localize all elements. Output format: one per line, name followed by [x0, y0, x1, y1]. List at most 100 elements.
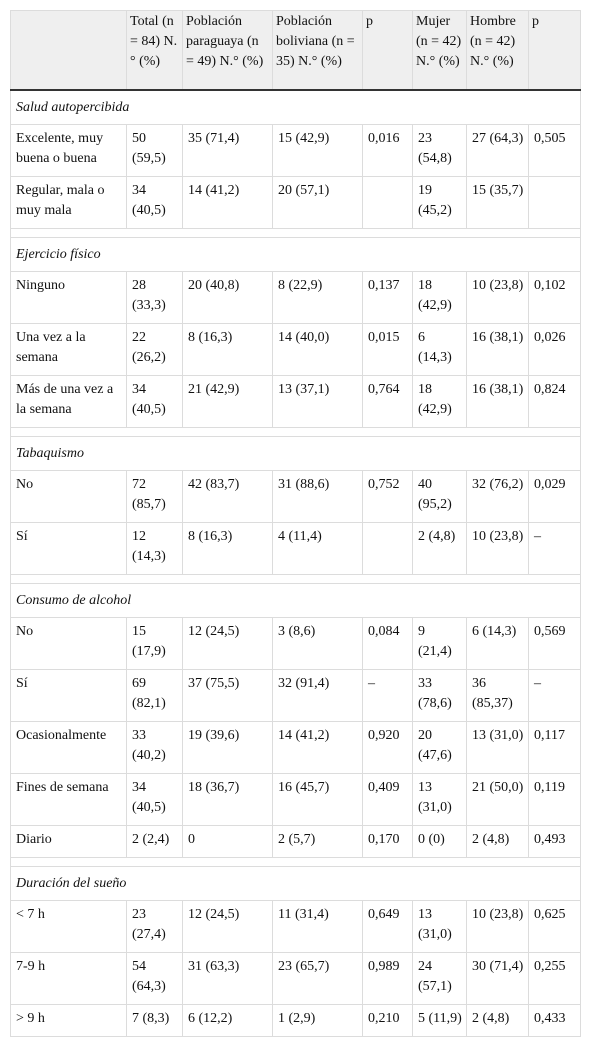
data-cell: 10 (23,8) [466, 900, 529, 953]
header-cell: Hombre (n = 42) N.° (%) [466, 10, 529, 91]
header-cell: Población boliviana (n = 35) N.° (%) [272, 10, 363, 91]
empty-cell [362, 176, 413, 229]
data-cell: 0,493 [528, 825, 581, 858]
data-cell: 21 (50,0) [466, 773, 529, 826]
data-cell: 31 (63,3) [182, 952, 273, 1005]
data-cell: 19 (39,6) [182, 721, 273, 774]
header-cell: Población paraguaya (n = 49) N.° (%) [182, 10, 273, 91]
data-cell: 15 (35,7) [466, 176, 529, 229]
data-cell: 15 (42,9) [272, 124, 363, 177]
data-cell: 34 (40,5) [126, 773, 183, 826]
data-cell: 21 (42,9) [182, 375, 273, 428]
data-cell: 0,102 [528, 271, 581, 324]
data-cell: 12 (24,5) [182, 617, 273, 670]
data-cell: 37 (75,5) [182, 669, 273, 722]
data-cell: 23 (27,4) [126, 900, 183, 953]
data-cell: – [528, 522, 581, 575]
section-title: Consumo de alcohol [10, 583, 581, 618]
header-cell: p [528, 10, 581, 91]
data-cell: 36 (85,37) [466, 669, 529, 722]
data-cell: 4 (11,4) [272, 522, 363, 575]
header-row: Total (n = 84) N.° (%) Población paraguay… [10, 10, 581, 91]
data-cell: 16 (38,1) [466, 323, 529, 376]
data-cell: 0 [182, 825, 273, 858]
data-cell: 0,920 [362, 721, 413, 774]
data-cell: 18 (36,7) [182, 773, 273, 826]
data-cell: 14 (41,2) [272, 721, 363, 774]
data-cell: 0,084 [362, 617, 413, 670]
empty-cell [528, 176, 581, 229]
section-row: Ejercicio físico [10, 237, 581, 272]
header-cell [10, 10, 127, 91]
data-cell: 54 (64,3) [126, 952, 183, 1005]
section-title: Salud autopercibida [10, 89, 581, 125]
data-row: Fines de semana 34 (40,5) 18 (36,7) 16 (45,… [10, 773, 581, 826]
data-table: Total (n = 84) N.° (%) Población paraguay… [10, 10, 581, 1037]
data-cell: 0,026 [528, 323, 581, 376]
spacer-cell [10, 574, 581, 584]
data-cell: 14 (41,2) [182, 176, 273, 229]
data-cell: 33 (78,6) [412, 669, 467, 722]
section-title: Ejercicio físico [10, 237, 581, 272]
data-cell: 0,505 [528, 124, 581, 177]
data-cell: 6 (14,3) [466, 617, 529, 670]
data-cell: 0,569 [528, 617, 581, 670]
row-label: Ninguno [10, 271, 127, 324]
data-cell: 8 (16,3) [182, 323, 273, 376]
data-cell: 10 (23,8) [466, 522, 529, 575]
spacer-cell [10, 857, 581, 867]
data-row: Regular, mala o muy mala 34 (40,5) 14 (41,… [10, 176, 581, 229]
row-label: Fines de semana [10, 773, 127, 826]
section-title: Duración del sueño [10, 866, 581, 901]
data-cell: 9 (21,4) [412, 617, 467, 670]
data-cell: 13 (31,0) [466, 721, 529, 774]
row-label: Regular, mala o muy mala [10, 176, 127, 229]
data-cell: 12 (24,5) [182, 900, 273, 953]
data-cell: 0,117 [528, 721, 581, 774]
data-cell: 16 (45,7) [272, 773, 363, 826]
row-label: Excelente, muy buena o buena [10, 124, 127, 177]
data-cell: 18 (42,9) [412, 375, 467, 428]
data-cell: 31 (88,6) [272, 470, 363, 523]
data-cell: 35 (71,4) [182, 124, 273, 177]
row-label: > 9 h [10, 1004, 127, 1037]
data-cell: 19 (45,2) [412, 176, 467, 229]
data-cell: 8 (16,3) [182, 522, 273, 575]
data-row: Excelente, muy buena o buena 50 (59,5) 35 … [10, 124, 581, 177]
row-label: No [10, 617, 127, 670]
data-cell: 0,752 [362, 470, 413, 523]
data-cell: 13 (31,0) [412, 900, 467, 953]
data-cell: 10 (23,8) [466, 271, 529, 324]
data-cell: 3 (8,6) [272, 617, 363, 670]
data-cell: 0,824 [528, 375, 581, 428]
data-cell: 13 (37,1) [272, 375, 363, 428]
data-cell: 0,210 [362, 1004, 413, 1037]
data-cell: 0,433 [528, 1004, 581, 1037]
data-cell: 0,016 [362, 124, 413, 177]
data-row: No 72 (85,7) 42 (83,7) 31 (88,6) 0,752 40 (95… [10, 470, 581, 523]
header-cell: p [362, 10, 413, 91]
data-cell: 24 (57,1) [412, 952, 467, 1005]
data-cell: 32 (76,2) [466, 470, 529, 523]
header-cell: Total (n = 84) N.° (%) [126, 10, 183, 91]
data-row: Una vez a la semana 22 (26,2) 8 (16,3) 14 (… [10, 323, 581, 376]
data-cell: 69 (82,1) [126, 669, 183, 722]
data-row: Más de una vez a la semana 34 (40,5) 21 (4… [10, 375, 581, 428]
data-cell: 33 (40,2) [126, 721, 183, 774]
row-label: Ocasionalmente [10, 721, 127, 774]
data-row: Ocasionalmente 33 (40,2) 19 (39,6) 14 (41,2… [10, 721, 581, 774]
section-row: Tabaquismo [10, 436, 581, 471]
data-cell: 23 (54,8) [412, 124, 467, 177]
data-cell: 15 (17,9) [126, 617, 183, 670]
data-cell: 0,170 [362, 825, 413, 858]
data-cell: 20 (57,1) [272, 176, 363, 229]
data-cell: 18 (42,9) [412, 271, 467, 324]
data-cell: – [362, 669, 413, 722]
data-row: Ninguno 28 (33,3) 20 (40,8) 8 (22,9) 0,137 18… [10, 271, 581, 324]
row-label: Sí [10, 522, 127, 575]
data-cell: 0,029 [528, 470, 581, 523]
data-cell: 5 (11,9) [412, 1004, 467, 1037]
data-row: Sí 69 (82,1) 37 (75,5) 32 (91,4) –33 (78,6) 3… [10, 669, 581, 722]
